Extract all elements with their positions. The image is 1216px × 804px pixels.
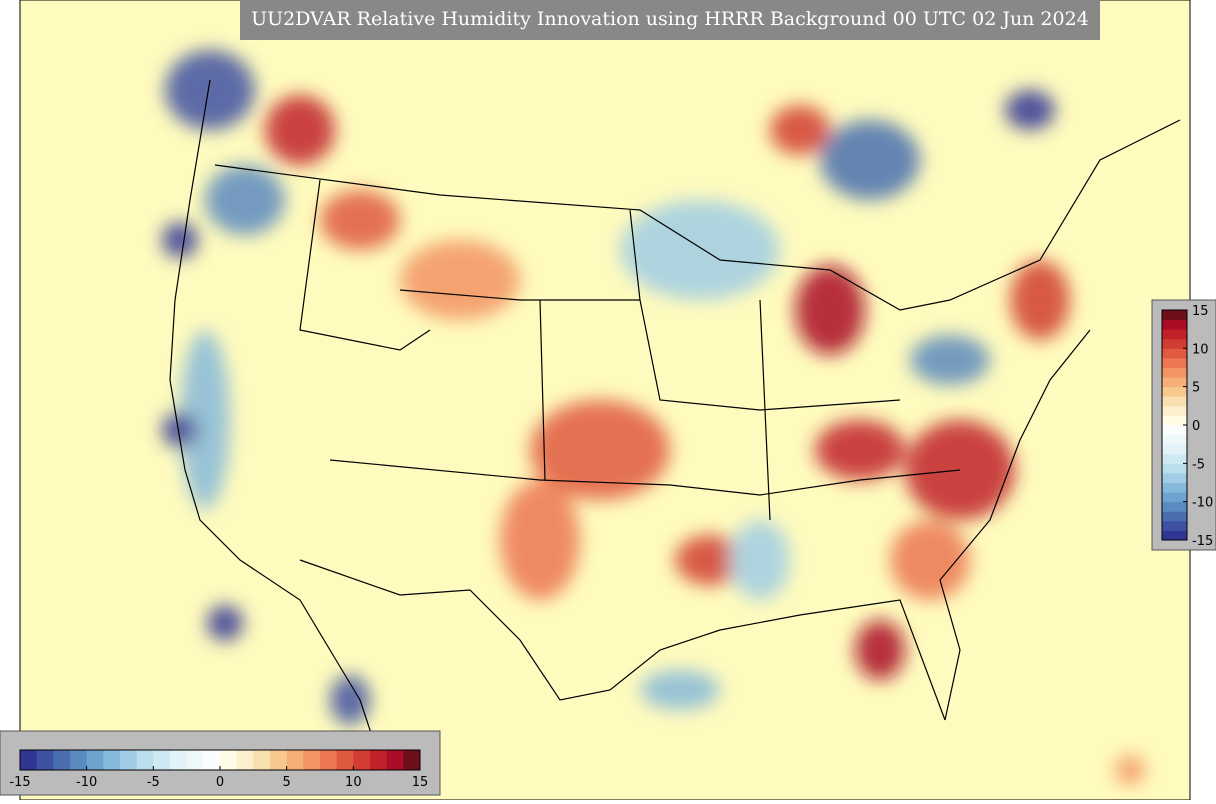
colorbar-swatch [153, 750, 171, 770]
colorbar-tick-label: -10 [1192, 496, 1213, 511]
colorbar-tick-label: -15 [1192, 534, 1213, 549]
colorbar-swatch [1162, 396, 1187, 407]
colorbar-swatch [1162, 338, 1187, 349]
colorbar-swatch [1162, 425, 1187, 436]
colorbar-swatch [1162, 319, 1187, 330]
colorbar-swatch [136, 750, 154, 770]
colorbar-tick-label: 15 [412, 775, 429, 790]
boundaries [169, 79, 1181, 761]
colorbar-swatch [1162, 482, 1187, 493]
colorbar-swatch [20, 750, 38, 770]
colorbar-swatch [1162, 386, 1187, 397]
colorbar-swatch [1162, 405, 1187, 416]
colorbar-swatch [53, 750, 71, 770]
colorbar-swatch [186, 750, 204, 770]
colorbar-swatch [1162, 434, 1187, 445]
colorbar-swatch [1162, 444, 1187, 455]
colorbar-swatch [386, 750, 404, 770]
colorbar-tick-label: 5 [1192, 381, 1200, 396]
colorbar-swatch [1162, 377, 1187, 388]
colorbar-swatch [336, 750, 354, 770]
colorbar-swatch [1162, 348, 1187, 359]
colorbar-swatch [220, 750, 238, 770]
colorbar-swatch [1162, 530, 1187, 541]
title-box [240, 0, 1100, 40]
colorbar-tick-label: 10 [1192, 342, 1209, 357]
colorbar-swatch [370, 750, 388, 770]
humidity-field [162, 50, 1145, 785]
colorbar-swatch [270, 750, 288, 770]
colorbar-swatch [1162, 415, 1187, 426]
colorbar-swatch [353, 750, 371, 770]
colorbar-swatch [1162, 520, 1187, 531]
colorbar-swatch [1162, 357, 1187, 368]
colorbar-tick-label: 0 [216, 775, 224, 790]
colorbar-swatch [1162, 367, 1187, 378]
colorbar-swatch [1162, 463, 1187, 474]
colorbar-swatch [70, 750, 88, 770]
colorbar-tick-label: 15 [1192, 304, 1209, 319]
colorbar-swatch [1162, 492, 1187, 503]
colorbar-swatch [303, 750, 321, 770]
colorbar-swatch [320, 750, 338, 770]
colorbar-swatch [1162, 310, 1187, 321]
colorbar-tick-label: 10 [345, 775, 362, 790]
colorbar-swatch [1162, 511, 1187, 522]
colorbar-swatch [236, 750, 254, 770]
colorbar-swatch [170, 750, 188, 770]
colorbar-swatch [403, 750, 421, 770]
colorbar-swatch [1162, 472, 1187, 483]
colorbar-tick-label: 0 [1192, 419, 1200, 434]
colorbar-swatch [1162, 501, 1187, 512]
colorbar-swatch [203, 750, 221, 770]
colorbar-swatch [286, 750, 304, 770]
colorbar-swatch [1162, 453, 1187, 464]
title: UU2DVAR Relative Humidity Innovation usi… [251, 8, 1089, 30]
colorbar-swatch [1162, 329, 1187, 340]
colorbar-tick-label: -5 [147, 775, 160, 790]
colorbar-tick-label: -10 [76, 775, 97, 790]
colorbar-swatch [86, 750, 104, 770]
colorbar-tick-label: 5 [283, 775, 291, 790]
colorbar-swatch [253, 750, 271, 770]
colorbar-swatch [36, 750, 54, 770]
colorbar-swatch [103, 750, 121, 770]
colorbar-swatch [120, 750, 138, 770]
colorbar-tick-label: -15 [9, 775, 30, 790]
colorbar-tick-label: -5 [1192, 457, 1205, 472]
map [20, 0, 1190, 800]
